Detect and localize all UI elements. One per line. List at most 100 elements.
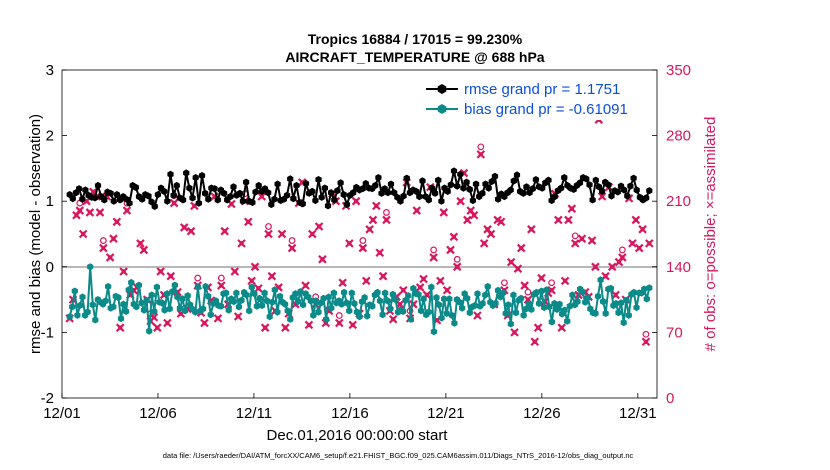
bias-point — [233, 289, 240, 297]
bias-point — [369, 302, 376, 310]
rmse-point — [589, 196, 596, 204]
obs-marker-dot — [84, 199, 89, 204]
bias-point — [435, 301, 443, 309]
bias-point — [294, 298, 302, 306]
obs-marker-dot — [465, 217, 470, 223]
bias-point — [223, 289, 230, 297]
bias-point — [351, 299, 358, 308]
obs-marker-dot — [151, 315, 157, 320]
bias-point — [256, 294, 263, 302]
rmse-point — [132, 183, 139, 191]
rmse-point — [444, 187, 451, 195]
bias-point — [456, 298, 463, 306]
rmse-point — [324, 202, 332, 210]
obs-marker-dot — [384, 217, 389, 223]
bias-point — [276, 292, 284, 300]
obs-marker — [85, 208, 95, 217]
obs-marker — [304, 320, 314, 330]
rmse-point — [627, 182, 634, 190]
obs-marker-dot — [579, 236, 585, 241]
obs-marker — [358, 243, 368, 253]
obs-marker-dot — [630, 241, 635, 246]
bias-point — [615, 309, 622, 317]
rmse-series — [66, 167, 653, 210]
x-tick-label: 12/06 — [139, 405, 177, 422]
obs-marker — [415, 283, 425, 292]
bias-point — [505, 301, 512, 309]
obs-marker-dot — [118, 325, 123, 330]
obs-possible-marker — [642, 330, 650, 338]
bias-point — [430, 328, 437, 336]
rmse-point — [249, 198, 256, 207]
obs-possible-marker — [501, 279, 508, 287]
rmse-point — [495, 195, 502, 203]
obs-marker — [533, 323, 543, 332]
bias-point — [161, 306, 168, 314]
bias-point — [525, 300, 532, 308]
obs-marker — [479, 239, 489, 248]
obs-marker-dot — [168, 273, 173, 279]
bias-point — [533, 288, 540, 296]
bias-point — [258, 301, 266, 310]
obs-marker — [557, 323, 566, 332]
obs-marker-dot — [478, 152, 484, 157]
obs-marker-dot — [391, 317, 396, 322]
obs-marker — [166, 271, 176, 281]
rmse-point — [243, 178, 250, 186]
obs-marker-dot — [481, 241, 487, 246]
x-tick-label: 12/31 — [619, 405, 657, 422]
obs-marker — [308, 229, 317, 239]
rmse-point — [432, 189, 439, 197]
plot-background — [62, 70, 657, 398]
bias-point — [199, 305, 207, 313]
obs-marker-dot — [262, 325, 268, 330]
obs-marker-dot — [519, 245, 524, 251]
obs-marker-dot — [380, 273, 386, 279]
obs-marker — [463, 215, 472, 225]
rmse-point — [510, 177, 517, 185]
right-tick-label: 70 — [666, 324, 683, 341]
bias-point — [551, 299, 558, 308]
obs-marker-dot — [289, 245, 295, 251]
rmse-point — [397, 197, 404, 205]
left-tick-label: 3 — [46, 62, 54, 79]
rmse-point — [69, 195, 76, 203]
bias-point — [364, 312, 371, 320]
obs-marker-dot — [141, 247, 147, 253]
bias-point — [446, 295, 453, 303]
rmse-point — [438, 197, 445, 205]
bias-point — [484, 282, 491, 291]
obs-marker-dot — [539, 275, 544, 281]
rmse-point — [101, 196, 108, 204]
rmse-point — [488, 177, 495, 186]
obs-marker-dot — [448, 247, 453, 253]
obs-marker-dot — [640, 227, 645, 232]
obs-marker — [368, 215, 378, 225]
obs-possible-marker — [477, 143, 485, 151]
rmse-point — [372, 181, 379, 190]
obs-marker — [186, 226, 196, 236]
bias-point — [528, 305, 535, 313]
rmse-point — [558, 184, 565, 192]
rmse-point — [293, 181, 300, 190]
bias-point — [466, 309, 473, 317]
bias-point — [518, 294, 525, 302]
rmse-point — [532, 176, 539, 184]
rmse-point — [195, 199, 202, 207]
rmse-point — [545, 176, 552, 184]
obs-marker-dot — [401, 288, 406, 293]
rmse-point — [472, 180, 480, 188]
obs-marker-dot — [529, 227, 534, 232]
obs-marker — [250, 262, 260, 272]
bias-point — [443, 309, 450, 317]
rmse-point — [413, 187, 420, 195]
bias-point — [102, 297, 109, 305]
rmse-point — [428, 184, 436, 192]
rmse-point — [469, 196, 476, 205]
left-tick-label: -1 — [41, 324, 54, 341]
obs-marker-dot — [414, 208, 419, 213]
obs-marker — [452, 262, 462, 272]
bias-point — [266, 313, 273, 321]
obs-marker-dot — [441, 210, 446, 215]
